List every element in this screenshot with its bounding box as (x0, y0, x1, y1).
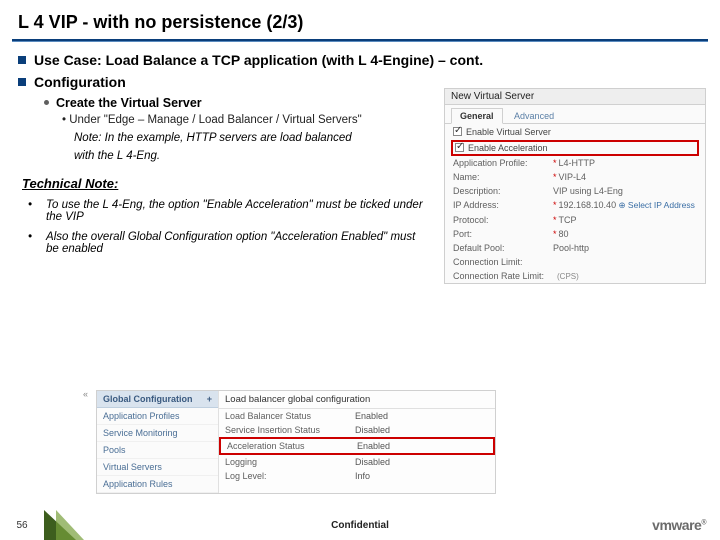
use-case-heading: Use Case: Load Balance a TCP application… (18, 52, 702, 68)
form-label: Description: (453, 186, 553, 196)
form-label: Application Profile: (453, 158, 553, 168)
select-ip-link[interactable]: ⊕ Select IP Address (616, 200, 695, 210)
config-value: Info (355, 471, 370, 481)
tech-note-1-text: To use the L 4-Eng, the option "Enable A… (46, 199, 428, 223)
tech-note-2-text: Also the overall Global Configuration op… (46, 231, 428, 255)
title-underline (12, 39, 708, 42)
config-label: Service Insertion Status (225, 425, 355, 435)
bullet-icon: • (28, 199, 32, 223)
config-row: Load Balancer StatusEnabled (219, 409, 495, 423)
new-virtual-server-screenshot: New Virtual Server General Advanced Enab… (444, 88, 706, 284)
use-case-text: Use Case: Load Balance a TCP application… (34, 52, 483, 68)
tab-advanced[interactable]: Advanced (505, 108, 563, 124)
tab-general[interactable]: General (451, 108, 503, 124)
form-label: Connection Limit: (453, 257, 553, 267)
required-star-icon: * (553, 172, 557, 182)
sidebar-item[interactable]: Application Rules (97, 476, 218, 493)
tech-note-2: • Also the overall Global Configuration … (28, 231, 428, 255)
note-line-2: with the L 4-Eng. (74, 150, 394, 162)
cps-unit: (CPS) (557, 272, 579, 281)
registered-icon: ® (701, 519, 706, 526)
required-star-icon: * (553, 229, 557, 239)
form-value[interactable]: *L4-HTTP (553, 158, 697, 168)
sidebar-item[interactable]: Application Profiles (97, 408, 218, 425)
dialog-title: New Virtual Server (445, 89, 705, 105)
form-value[interactable]: *VIP-L4 (553, 172, 697, 182)
config-label: Acceleration Status (227, 441, 357, 451)
checkbox-icon[interactable] (453, 127, 462, 136)
required-star-icon: * (553, 158, 557, 168)
form-value[interactable]: Pool-http (553, 243, 697, 253)
square-bullet-icon (18, 78, 26, 86)
form-row: Application Profile:*L4-HTTP (445, 156, 705, 170)
config-value: Enabled (355, 411, 388, 421)
note-line-1: Note: In the example, HTTP servers are l… (74, 132, 394, 144)
form-value[interactable]: (CPS) (553, 271, 697, 281)
config-value: Disabled (355, 425, 390, 435)
enable-acceleration-highlight: Enable Acceleration (451, 140, 699, 156)
form-value[interactable]: *192.168.10.40 ⊕ Select IP Address (553, 200, 697, 211)
tech-note-1: • To use the L 4-Eng, the option "Enable… (28, 199, 428, 223)
enable-accel-label: Enable Acceleration (468, 143, 548, 153)
form-label: Protocol: (453, 215, 553, 225)
form-label: IP Address: (453, 200, 553, 211)
sidebar-item[interactable]: Virtual Servers (97, 459, 218, 476)
plus-icon[interactable]: + (207, 394, 212, 404)
required-star-icon: * (553, 200, 557, 210)
config-row: Log Level:Info (219, 469, 495, 483)
collapse-icon: « (83, 389, 88, 399)
form-label: Name: (453, 172, 553, 182)
config-label: Load Balancer Status (225, 411, 355, 421)
config-row: LoggingDisabled (219, 455, 495, 469)
config-value: Disabled (355, 457, 390, 467)
vmware-logo: vmware® (610, 517, 720, 533)
under-path-text: Under "Edge – Manage / Load Balancer / V… (69, 114, 361, 126)
checkbox-icon[interactable] (455, 143, 464, 152)
global-config-sidebar: Global Configuration + Application Profi… (97, 391, 219, 493)
slide-footer: 56 Confidential vmware® (0, 510, 720, 540)
form-value[interactable]: *80 (553, 229, 697, 239)
global-config-panel: Load balancer global configuration Load … (219, 391, 495, 493)
bullet-icon: • (28, 231, 32, 255)
square-bullet-icon (18, 56, 26, 64)
acceleration-status-row: Acceleration StatusEnabled (219, 437, 495, 455)
form-row: Name:*VIP-L4 (445, 170, 705, 184)
config-label: Log Level: (225, 471, 355, 481)
enable-vs-row: Enable Virtual Server (445, 124, 705, 140)
form-row: Description:VIP using L4-Eng (445, 184, 705, 198)
config-row: Service Insertion StatusDisabled (219, 423, 495, 437)
logo-text: vmware (652, 517, 701, 533)
enable-vs-label: Enable Virtual Server (466, 127, 551, 137)
sidebar-item[interactable]: Service Monitoring (97, 425, 218, 442)
form-row: Default Pool:Pool-http (445, 241, 705, 255)
page-number: 56 (0, 510, 44, 540)
under-path-line: • Under "Edge – Manage / Load Balancer /… (62, 114, 412, 126)
form-row: Protocol:*TCP (445, 213, 705, 227)
form-row: Connection Rate Limit: (CPS) (445, 269, 705, 283)
config-value: Enabled (357, 441, 390, 451)
confidential-label: Confidential (110, 520, 610, 531)
configuration-text: Configuration (34, 74, 126, 90)
form-label: Connection Rate Limit: (453, 271, 553, 281)
dot-bullet-icon (44, 100, 49, 105)
global-config-screenshot: « Global Configuration + Application Pro… (96, 390, 496, 494)
sidebar-header-text: Global Configuration (103, 394, 193, 404)
create-vs-text: Create the Virtual Server (56, 96, 202, 110)
slide-title: L 4 VIP - with no persistence (2/3) (0, 0, 720, 39)
footer-art (44, 510, 110, 540)
form-row: Port:*80 (445, 227, 705, 241)
form-value[interactable]: *TCP (553, 215, 697, 225)
sidebar-item[interactable]: Pools (97, 442, 218, 459)
config-label: Logging (225, 457, 355, 467)
global-config-title: Load balancer global configuration (219, 391, 495, 409)
form-value[interactable] (553, 257, 697, 267)
tab-bar: General Advanced (445, 105, 705, 124)
required-star-icon: * (553, 215, 557, 225)
form-row: Connection Limit: (445, 255, 705, 269)
form-label: Port: (453, 229, 553, 239)
sidebar-header: Global Configuration + (97, 391, 218, 408)
form-label: Default Pool: (453, 243, 553, 253)
form-value[interactable]: VIP using L4-Eng (553, 186, 697, 196)
form-row: IP Address:*192.168.10.40 ⊕ Select IP Ad… (445, 198, 705, 213)
